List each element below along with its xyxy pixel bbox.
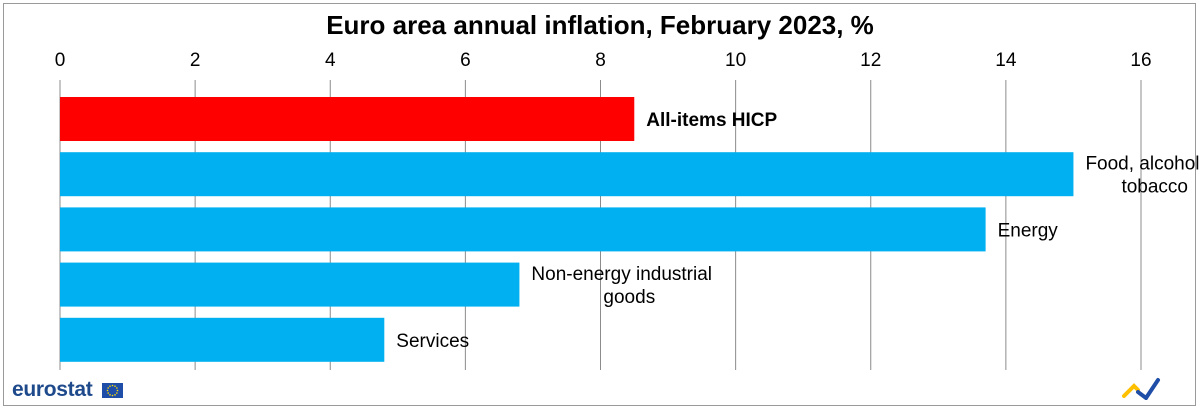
eu-star (114, 394, 116, 396)
eu-star (111, 394, 114, 397)
eu-flag-icon (102, 383, 123, 398)
chart-title: Euro area annual inflation, February 202… (326, 10, 874, 40)
eu-flag-stars (106, 384, 119, 397)
x-tick-label: 16 (1130, 50, 1151, 71)
bar-label: Non-energy industrial (531, 264, 712, 285)
x-tick-label: 12 (860, 50, 881, 71)
x-tick-label: 2 (190, 50, 201, 71)
eu-star (116, 387, 118, 389)
eu-star (109, 394, 111, 396)
bar (60, 317, 385, 362)
bar (60, 207, 986, 252)
brand-mark-yellow-stroke (1122, 383, 1140, 398)
bar-label: Energy (998, 220, 1059, 241)
x-tick-label: 8 (595, 50, 606, 71)
eu-star (107, 387, 109, 389)
x-tick-label: 4 (325, 50, 336, 71)
eu-star (116, 389, 119, 392)
bar-label: All-items HICP (646, 110, 777, 131)
bar (60, 262, 520, 307)
bar-label: goods (603, 287, 655, 308)
eu-star (107, 392, 109, 394)
bar (60, 152, 1074, 197)
bar-label: Services (396, 331, 469, 352)
x-tick-label: 14 (995, 50, 1017, 71)
x-tick-label: 0 (55, 50, 66, 71)
eu-star (116, 392, 118, 394)
x-tick-label: 10 (725, 50, 746, 71)
eu-star (109, 385, 111, 387)
eu-star (111, 384, 114, 387)
eurostat-logo-text: eurostat (12, 378, 93, 401)
bar-label: tobacco (1121, 177, 1188, 198)
bar-label: Food, alcohol & (1085, 154, 1200, 175)
brand-mark-blue-stroke (1136, 378, 1160, 400)
bar (60, 97, 635, 141)
x-tick-label: 6 (460, 50, 471, 71)
eu-star (114, 385, 116, 387)
eu-star (106, 389, 109, 392)
eurostat-brand-mark-icon (1122, 378, 1160, 400)
